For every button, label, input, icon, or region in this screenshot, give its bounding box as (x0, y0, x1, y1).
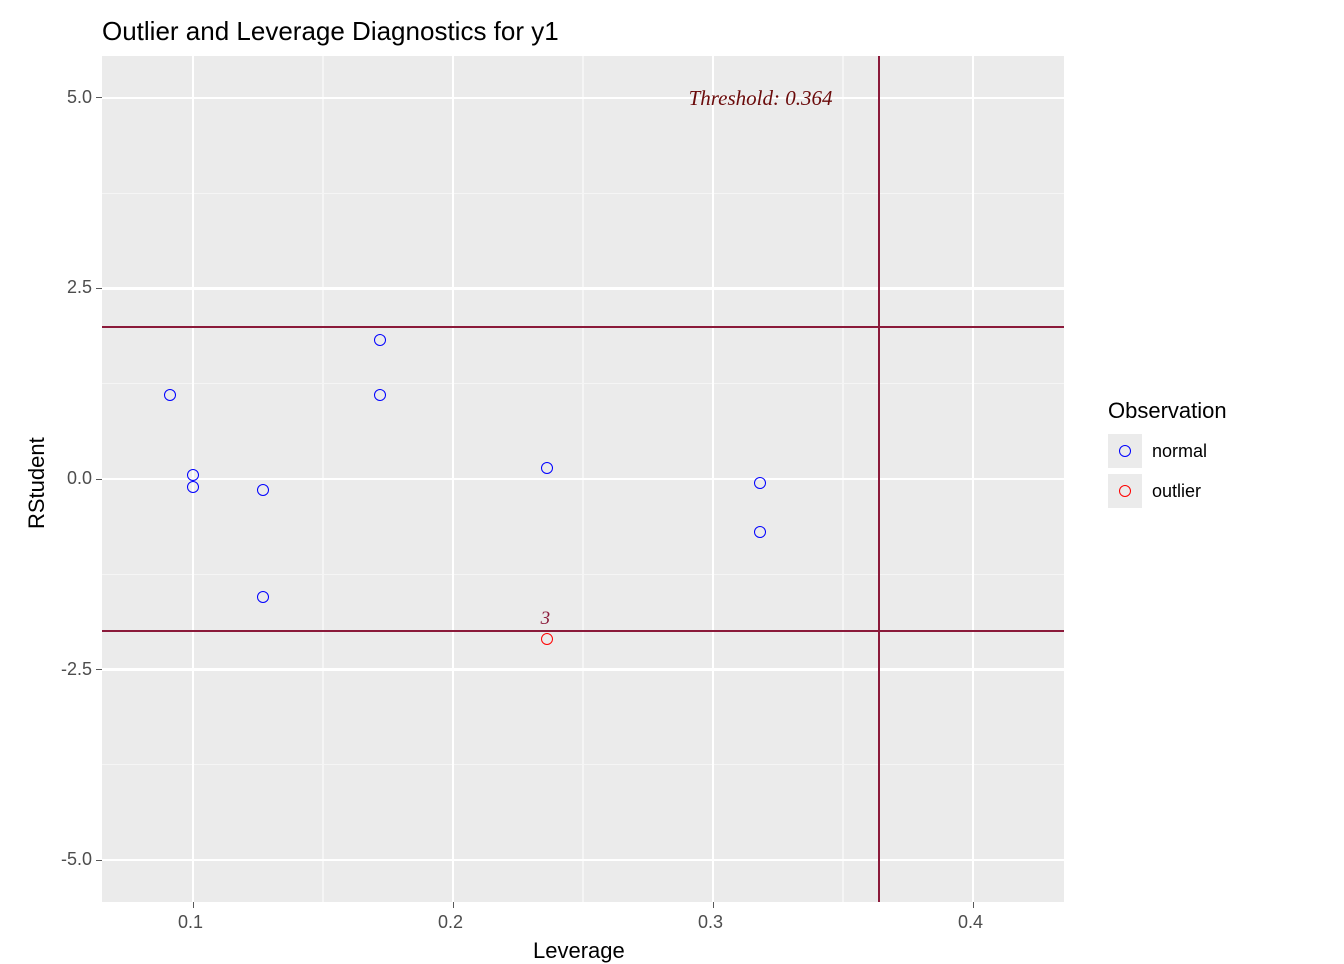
y-tick-label: -5.0 (42, 849, 92, 870)
y-tick-label: -2.5 (42, 659, 92, 680)
data-point-normal (754, 477, 766, 489)
chart-title: Outlier and Leverage Diagnostics for y1 (102, 16, 559, 47)
outlier-point-label: 3 (541, 608, 551, 630)
legend-item: normal (1108, 434, 1227, 468)
y-axis-label: RStudent (24, 437, 50, 529)
threshold-line-h (102, 630, 1064, 632)
legend-title: Observation (1108, 398, 1227, 424)
x-tick-label: 0.2 (438, 912, 463, 933)
y-tick-label: 5.0 (42, 87, 92, 108)
x-tick-label: 0.1 (178, 912, 203, 933)
threshold-line-h (102, 326, 1064, 328)
data-point-normal (541, 462, 553, 474)
x-tick-label: 0.4 (958, 912, 983, 933)
y-tick (96, 479, 102, 480)
threshold-line-v (878, 56, 880, 902)
gridline-v (972, 56, 975, 902)
x-tick (453, 902, 454, 908)
x-tick-label: 0.3 (698, 912, 723, 933)
gridline-h (102, 287, 1064, 290)
legend-label: outlier (1152, 481, 1201, 502)
data-point-outlier (541, 633, 553, 645)
y-tick-label: 2.5 (42, 277, 92, 298)
gridline-v (452, 56, 455, 902)
legend-marker-icon (1119, 485, 1131, 497)
gridline-h (102, 668, 1064, 671)
legend: Observation normal outlier (1108, 398, 1227, 514)
x-tick (713, 902, 714, 908)
legend-key (1108, 474, 1142, 508)
y-tick (96, 288, 102, 289)
legend-item: outlier (1108, 474, 1227, 508)
gridline-h (102, 859, 1064, 862)
threshold-annotation: Threshold: 0.364 (689, 86, 833, 111)
gridline-v (712, 56, 715, 902)
gridline-h (102, 478, 1064, 481)
y-tick (96, 97, 102, 98)
x-tick (973, 902, 974, 908)
x-axis-label: Leverage (533, 938, 625, 964)
diagnostics-chart: Outlier and Leverage Diagnostics for y1 … (0, 0, 1344, 960)
legend-label: normal (1152, 441, 1207, 462)
y-tick (96, 860, 102, 861)
data-point-normal (187, 481, 199, 493)
legend-key (1108, 434, 1142, 468)
y-tick (96, 669, 102, 670)
legend-marker-icon (1119, 445, 1131, 457)
gridline-h (102, 97, 1064, 100)
data-point-normal (374, 334, 386, 346)
data-point-normal (164, 389, 176, 401)
x-tick (193, 902, 194, 908)
